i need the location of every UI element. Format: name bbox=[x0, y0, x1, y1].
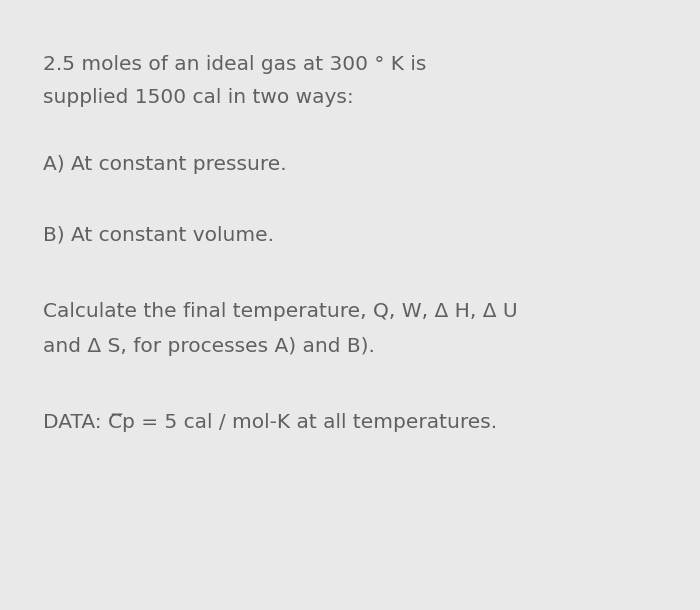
Text: supplied 1500 cal in two ways:: supplied 1500 cal in two ways: bbox=[43, 88, 354, 107]
Text: Calculate the final temperature, Q, W, Δ H, Δ U: Calculate the final temperature, Q, W, Δ… bbox=[43, 301, 518, 321]
Text: A) At constant pressure.: A) At constant pressure. bbox=[43, 155, 287, 174]
Text: DATA: C̅p = 5 cal / mol-K at all temperatures.: DATA: C̅p = 5 cal / mol-K at all tempera… bbox=[43, 412, 498, 432]
Text: B) At constant volume.: B) At constant volume. bbox=[43, 225, 274, 245]
Text: 2.5 moles of an ideal gas at 300 ° K is: 2.5 moles of an ideal gas at 300 ° K is bbox=[43, 54, 427, 74]
Text: and Δ S, for processes A) and B).: and Δ S, for processes A) and B). bbox=[43, 337, 375, 356]
